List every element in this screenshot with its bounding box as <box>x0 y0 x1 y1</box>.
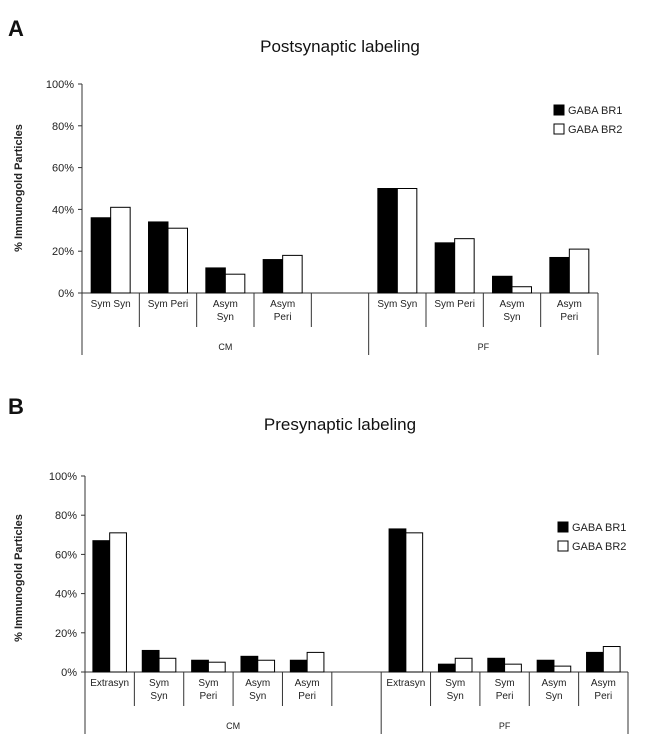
chart-panel-a: A Postsynaptic labeling % Immunogold Parti… <box>8 16 622 355</box>
bar-gaba-br2 <box>257 659 276 673</box>
category-label: Asym <box>295 678 320 689</box>
bar-gaba-br2 <box>282 254 303 294</box>
category-label: Peri <box>200 691 218 702</box>
legend-swatch <box>553 123 565 135</box>
bar-gaba-br1 <box>92 540 111 673</box>
bar-gaba-br1 <box>549 256 570 294</box>
y-tick-label: 40% <box>52 204 74 216</box>
y-tick-label: 20% <box>55 628 77 640</box>
group-label: PF <box>478 342 490 352</box>
panel-letter: A <box>8 16 24 41</box>
category-label: Peri <box>496 691 514 702</box>
bar-gaba-br2 <box>504 663 522 673</box>
y-tick-label: 0% <box>61 667 77 679</box>
category-label: Asym <box>557 299 582 310</box>
group-label: PF <box>499 721 511 731</box>
y-tick-label: 40% <box>55 589 77 601</box>
bar-gaba-br2 <box>405 532 424 673</box>
bar-gaba-br1 <box>434 242 456 294</box>
y-tick-label: 100% <box>49 471 77 483</box>
bar-gaba-br1 <box>191 659 209 673</box>
category-label: Sym Syn <box>377 299 417 310</box>
legend-label: GABA BR1 <box>568 105 622 117</box>
bar-gaba-br2 <box>158 657 177 673</box>
bar-gaba-br1 <box>148 221 169 294</box>
bar-gaba-br1 <box>141 649 160 673</box>
category-label: Syn <box>217 312 234 323</box>
y-tick-label: 80% <box>55 510 77 522</box>
category-label: Extrasyn <box>90 678 129 689</box>
bar-gaba-br1 <box>586 651 604 673</box>
y-axis-title: % Immunogold Particles <box>13 514 25 642</box>
group-label: CM <box>226 721 240 731</box>
category-label: Sym <box>445 678 465 689</box>
category-label: Asym <box>245 678 270 689</box>
category-label: Asym <box>213 299 238 310</box>
bar-gaba-br1 <box>289 659 308 673</box>
category-label: Sym Peri <box>148 299 189 310</box>
legend-label: GABA BR1 <box>572 522 626 534</box>
y-tick-label: 20% <box>52 246 74 258</box>
category-label: Syn <box>447 691 464 702</box>
legend-label: GABA BR2 <box>568 124 622 136</box>
y-axis-title: % Immunogold Particles <box>13 124 25 252</box>
category-label: Asym <box>541 678 566 689</box>
bar-gaba-br1 <box>536 659 555 673</box>
category-label: Peri <box>594 691 612 702</box>
bar-gaba-br1 <box>205 267 226 294</box>
bar-gaba-br2 <box>167 227 188 294</box>
legend-label: GABA BR2 <box>572 541 626 553</box>
bar-gaba-br2 <box>602 646 621 673</box>
category-label: Asym <box>500 299 525 310</box>
bar-gaba-br2 <box>110 206 131 294</box>
bar-gaba-br1 <box>90 217 112 294</box>
bar-gaba-br1 <box>377 188 398 294</box>
bar-gaba-br2 <box>454 238 475 294</box>
category-label: Peri <box>274 312 292 323</box>
bar-gaba-br2 <box>109 532 127 673</box>
panel-letter: B <box>8 394 24 419</box>
category-label: Peri <box>560 312 578 323</box>
bar-gaba-br1 <box>262 259 284 294</box>
bar-gaba-br2 <box>224 273 246 294</box>
chart-title: Presynaptic labeling <box>264 415 416 434</box>
category-label: Asym <box>270 299 295 310</box>
bar-gaba-br1 <box>487 657 506 673</box>
category-label: Sym Syn <box>91 299 131 310</box>
bar-gaba-br2 <box>207 661 226 673</box>
category-label: Sym <box>495 678 515 689</box>
legend-swatch <box>557 521 569 533</box>
bar-gaba-br2 <box>306 651 325 673</box>
y-tick-label: 60% <box>55 549 77 561</box>
y-tick-label: 60% <box>52 163 74 175</box>
category-label: Sym Peri <box>434 299 475 310</box>
bar-gaba-br2 <box>454 657 473 673</box>
bar-gaba-br1 <box>437 663 456 673</box>
bar-gaba-br1 <box>240 655 259 673</box>
category-label: Syn <box>545 691 562 702</box>
y-tick-label: 0% <box>58 288 74 300</box>
category-label: Extrasyn <box>386 678 425 689</box>
category-label: Syn <box>150 691 167 702</box>
y-tick-label: 80% <box>52 121 74 133</box>
category-label: Peri <box>298 691 316 702</box>
group-label: CM <box>218 342 232 352</box>
legend-swatch <box>557 540 569 552</box>
category-label: Sym <box>198 678 218 689</box>
chart-panel-b: B Presynaptic labeling % Immunogold Partic… <box>8 394 629 734</box>
category-label: Sym <box>149 678 169 689</box>
bar-gaba-br1 <box>388 528 407 673</box>
bar-gaba-br2 <box>396 188 418 294</box>
category-label: Asym <box>591 678 616 689</box>
category-label: Syn <box>249 691 266 702</box>
category-label: Syn <box>503 312 520 323</box>
y-tick-label: 100% <box>46 79 74 91</box>
bar-gaba-br2 <box>568 248 590 294</box>
bar-gaba-br2 <box>553 665 572 673</box>
chart-title: Postsynaptic labeling <box>260 37 420 56</box>
bar-gaba-br1 <box>492 275 513 294</box>
bar-gaba-br2 <box>511 286 532 294</box>
legend-swatch <box>553 104 565 116</box>
